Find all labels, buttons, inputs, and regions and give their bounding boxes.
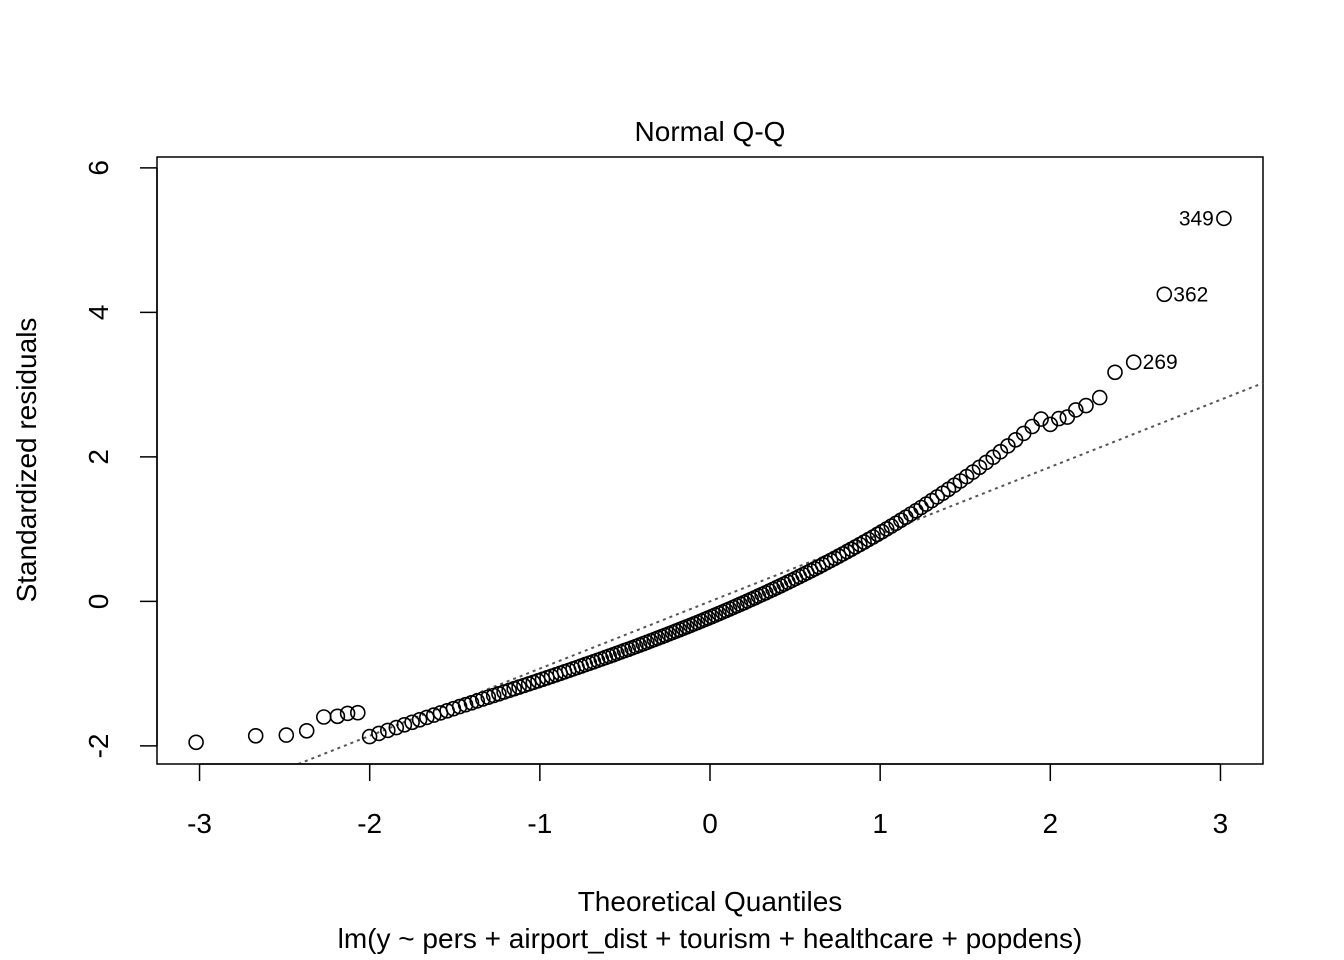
y-tick-label: 6 xyxy=(83,160,114,176)
data-point xyxy=(1051,410,1067,427)
data-point xyxy=(902,506,919,522)
data-point xyxy=(1216,210,1232,227)
data-points xyxy=(188,210,1232,751)
x-tick-label: 1 xyxy=(872,808,888,839)
chart-title: Normal Q-Q xyxy=(635,116,786,147)
data-point xyxy=(1059,409,1076,425)
data-point xyxy=(349,704,366,721)
data-point xyxy=(329,708,346,725)
data-point xyxy=(404,714,420,731)
x-tick-label: -1 xyxy=(527,808,552,839)
plot-frame xyxy=(156,156,1264,765)
data-point xyxy=(278,727,295,743)
point-label-349: 349 xyxy=(1179,207,1214,230)
data-point xyxy=(1078,397,1094,414)
data-point xyxy=(388,719,405,736)
data-point xyxy=(361,728,378,745)
data-point xyxy=(188,734,204,751)
data-point xyxy=(411,711,428,728)
data-point xyxy=(1042,416,1059,433)
y-axis-label: Standardized residuals xyxy=(11,318,42,603)
data-point xyxy=(908,502,924,519)
y-tick-label: 4 xyxy=(83,305,114,321)
data-point xyxy=(371,725,387,742)
point-labels: 349 362 269 xyxy=(1143,207,1214,374)
data-point xyxy=(418,709,435,726)
data-point xyxy=(451,698,468,715)
data-point xyxy=(1156,286,1173,303)
data-point xyxy=(1091,389,1108,406)
reference-line xyxy=(297,382,1264,765)
x-tick-label: 2 xyxy=(1043,808,1059,839)
data-point xyxy=(1125,354,1142,371)
data-point xyxy=(247,727,264,744)
data-point xyxy=(298,722,315,739)
y-tick-label: 0 xyxy=(83,594,114,610)
chart-subtitle: lm(y ~ pers + airport_dist + tourism + h… xyxy=(338,923,1083,954)
point-label-362: 362 xyxy=(1173,283,1208,306)
data-point xyxy=(1068,402,1084,418)
data-point xyxy=(1107,364,1123,381)
data-point xyxy=(379,722,396,739)
y-tick-label: -2 xyxy=(83,733,114,758)
reference-line-path xyxy=(297,382,1264,765)
y-axis: -2 0 2 4 6 xyxy=(83,160,158,758)
data-point xyxy=(1033,411,1049,427)
data-point xyxy=(396,716,413,733)
x-tick-label: 0 xyxy=(702,808,718,839)
x-tick-label: 3 xyxy=(1213,808,1229,839)
x-tick-label: -3 xyxy=(187,808,212,839)
x-tick-label: -2 xyxy=(357,808,382,839)
data-point xyxy=(315,709,332,725)
point-label-269: 269 xyxy=(1143,351,1178,374)
x-axis: -3 -2 -1 0 1 2 3 xyxy=(187,763,1229,839)
x-axis-label: Theoretical Quantiles xyxy=(578,886,843,917)
data-point xyxy=(339,705,356,722)
y-tick-label: 2 xyxy=(83,449,114,465)
